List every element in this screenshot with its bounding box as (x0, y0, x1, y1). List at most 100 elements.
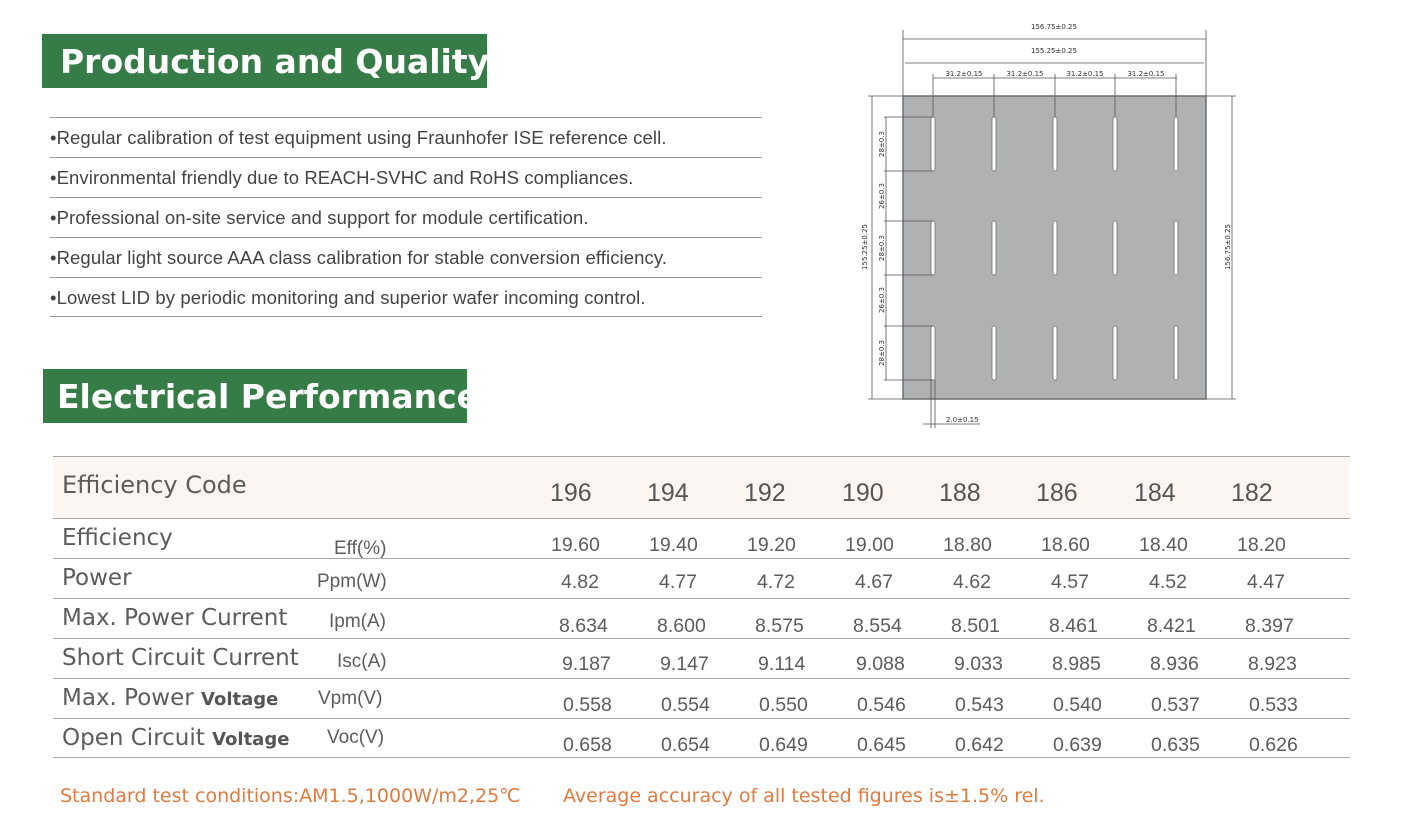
production-quality-title: Production and Quality (60, 42, 487, 81)
pitch-label: 31.2±0.15 (945, 70, 982, 78)
row-unit: Ipm(A) (329, 611, 386, 632)
row-unit: Isc(A) (337, 651, 387, 672)
slot-width-label: 2.0±0.15 (946, 416, 979, 424)
electrical-performance-heading: Electrical Performance (43, 369, 467, 423)
row-label: Max. Power Current (62, 605, 288, 631)
value-cell: 8.461 (1049, 615, 1098, 637)
feature-item: •Regular calibration of test equipment u… (50, 117, 762, 157)
value-cell: 19.60 (551, 534, 600, 556)
code-cell: 182 (1231, 479, 1273, 507)
table-row: Max. Power Voltage Vpm(V) 0.558 0.554 0.… (53, 678, 1350, 718)
value-cell: 8.575 (755, 615, 804, 637)
value-cell: 8.397 (1245, 615, 1294, 637)
value-cell: 0.642 (955, 734, 1004, 756)
value-cell: 19.20 (747, 534, 796, 556)
value-cell: 0.558 (563, 694, 612, 716)
value-cell: 18.20 (1237, 534, 1286, 556)
feature-item: •Professional on-site service and suppor… (50, 197, 762, 237)
value-cell: 9.033 (954, 653, 1003, 675)
feature-item: •Lowest LID by periodic monitoring and s… (50, 277, 762, 317)
value-cell: 4.72 (757, 571, 795, 593)
table-header-row: Efficiency Code 196 194 192 190 188 186 … (53, 456, 1350, 518)
value-cell: 0.550 (759, 694, 808, 716)
segment-label: 28±0.3 (878, 235, 886, 261)
table-row: Open Circuit Voltage Voc(V) 0.658 0.654 … (53, 718, 1350, 758)
segment-label: 28±0.3 (878, 131, 886, 157)
value-cell: 8.600 (657, 615, 706, 637)
right-height-label: 156.75±0.25 (1224, 224, 1232, 270)
row-unit: Eff(%) (334, 538, 387, 559)
pitch-label: 31.2±0.15 (1127, 70, 1164, 78)
value-cell: 0.546 (857, 694, 906, 716)
segment-label: 28±0.3 (878, 340, 886, 366)
value-cell: 8.421 (1147, 615, 1196, 637)
value-cell: 18.60 (1041, 534, 1090, 556)
table-row: Short Circuit Current Isc(A) 9.187 9.147… (53, 638, 1350, 678)
value-cell: 4.57 (1051, 571, 1089, 593)
pitch-label: 31.2±0.15 (1006, 70, 1043, 78)
busbar-slots (930, 116, 1179, 381)
value-cell: 9.114 (758, 653, 806, 675)
code-cell: 190 (842, 479, 884, 507)
value-cell: 0.533 (1249, 694, 1298, 716)
table-row: Efficiency Eff(%) 19.60 19.40 19.20 19.0… (53, 518, 1350, 559)
row-label: Open Circuit Voltage (62, 725, 290, 751)
code-cell: 192 (744, 479, 786, 507)
value-cell: 9.088 (856, 653, 905, 675)
value-cell: 8.634 (559, 615, 608, 637)
left-height-label: 155.25±0.25 (861, 224, 869, 270)
value-cell: 0.537 (1151, 694, 1200, 716)
value-cell: 0.635 (1151, 734, 1200, 756)
feature-item: •Regular light source AAA class calibrat… (50, 237, 762, 277)
code-cell: 188 (939, 479, 981, 507)
electrical-performance-title: Electrical Performance (57, 377, 467, 416)
code-cell: 184 (1134, 479, 1176, 507)
pitch-label: 31.2±0.15 (1066, 70, 1103, 78)
value-cell: 4.67 (855, 571, 893, 593)
row-label: Power (62, 565, 132, 591)
overall-width-label: 156.75±0.25 (1031, 23, 1077, 31)
value-cell: 0.654 (661, 734, 710, 756)
segment-label: 26±0.3 (878, 287, 886, 313)
code-cell: 186 (1036, 479, 1078, 507)
row-label: Efficiency (62, 525, 173, 551)
value-cell: 4.47 (1247, 571, 1285, 593)
value-cell: 9.147 (660, 653, 709, 675)
row-unit: Ppm(W) (317, 571, 387, 592)
code-cell: 194 (647, 479, 689, 507)
value-cell: 9.187 (562, 653, 611, 675)
value-cell: 0.543 (955, 694, 1004, 716)
row-unit: Voc(V) (327, 727, 385, 748)
value-cell: 8.936 (1150, 653, 1199, 675)
feature-list: •Regular calibration of test equipment u… (50, 117, 762, 317)
row-unit: Vpm(V) (318, 688, 383, 709)
row-label: Max. Power Voltage (62, 685, 279, 711)
value-cell: 8.923 (1248, 653, 1297, 675)
table-row: Max. Power Current Ipm(A) 8.634 8.600 8.… (53, 598, 1350, 638)
value-cell: 4.62 (953, 571, 991, 593)
value-cell: 0.649 (759, 734, 808, 756)
value-cell: 4.77 (659, 571, 697, 593)
efficiency-code-label: Efficiency Code (62, 471, 247, 499)
value-cell: 0.540 (1053, 694, 1102, 716)
value-cell: 19.40 (649, 534, 698, 556)
value-cell: 0.626 (1249, 734, 1298, 756)
value-cell: 19.00 (845, 534, 894, 556)
value-cell: 4.82 (561, 571, 599, 593)
value-cell: 18.40 (1139, 534, 1188, 556)
electrical-performance-table: Efficiency Code 196 194 192 190 188 186 … (53, 456, 1350, 758)
value-cell: 0.554 (661, 694, 710, 716)
value-cell: 0.639 (1053, 734, 1102, 756)
feature-item: •Environmental friendly due to REACH-SVH… (50, 157, 762, 197)
production-quality-heading: Production and Quality C (42, 34, 487, 88)
row-label: Short Circuit Current (62, 645, 299, 671)
test-conditions-note: Standard test conditions:AM1.5,1000W/m2,… (60, 785, 521, 807)
table-row: Power Ppm(W) 4.82 4.77 4.72 4.67 4.62 4.… (53, 558, 1350, 598)
segment-label: 26±0.3 (878, 183, 886, 209)
value-cell: 8.985 (1052, 653, 1101, 675)
value-cell: 0.658 (563, 734, 612, 756)
code-cell: 196 (550, 479, 592, 507)
inner-width-label: 155.25±0.25 (1031, 47, 1077, 55)
value-cell: 8.554 (853, 615, 902, 637)
value-cell: 18.80 (943, 534, 992, 556)
